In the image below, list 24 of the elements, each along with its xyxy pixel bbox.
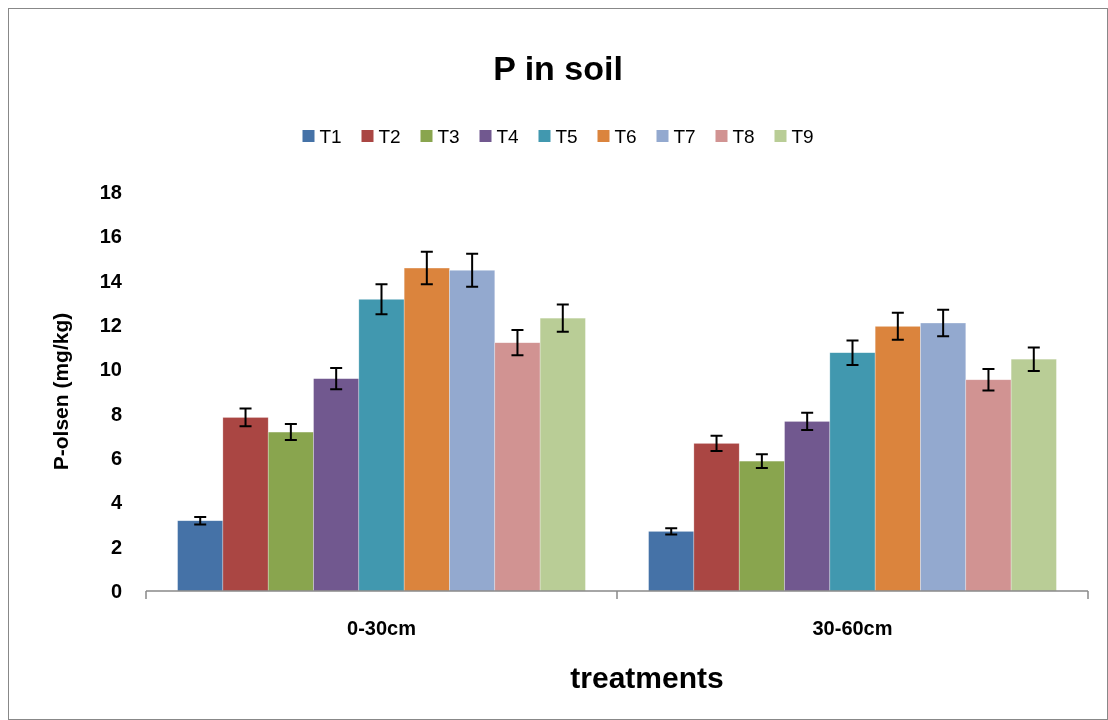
y-tick-label: 4 xyxy=(110,491,123,514)
x-tick-label: 0-30cm xyxy=(347,617,416,639)
y-tick-label: 2 xyxy=(110,535,122,558)
legend-label: T6 xyxy=(614,125,637,147)
legend-label: T2 xyxy=(378,125,401,147)
legend-label: T7 xyxy=(673,125,696,147)
y-tick-label: 8 xyxy=(110,402,122,425)
x-tick-label: 30-60cm xyxy=(812,617,893,639)
y-tick-label: 6 xyxy=(110,447,122,469)
legend-label: T9 xyxy=(791,125,814,147)
y-tick-label: 16 xyxy=(99,225,122,248)
legend-label: T5 xyxy=(555,125,578,147)
y-tick-label: 10 xyxy=(99,358,122,381)
legend-label: T1 xyxy=(319,125,342,147)
y-tick-label: 18 xyxy=(99,181,122,203)
x-axis-title: treatments xyxy=(570,661,724,694)
legend-label: T4 xyxy=(496,125,520,147)
legend-label: T8 xyxy=(732,125,755,147)
y-tick-label: 14 xyxy=(99,269,123,292)
legend-label: T3 xyxy=(437,125,460,147)
chart-title: P in soil xyxy=(493,49,623,87)
y-tick-label: 12 xyxy=(99,314,122,336)
y-tick-label: 0 xyxy=(110,580,122,602)
y-axis-title: P-olsen (mg/kg) xyxy=(49,312,72,471)
